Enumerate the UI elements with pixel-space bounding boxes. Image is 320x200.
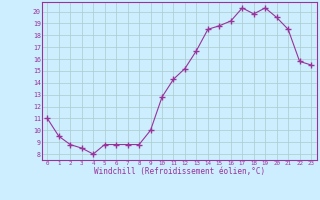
X-axis label: Windchill (Refroidissement éolien,°C): Windchill (Refroidissement éolien,°C)	[94, 167, 265, 176]
